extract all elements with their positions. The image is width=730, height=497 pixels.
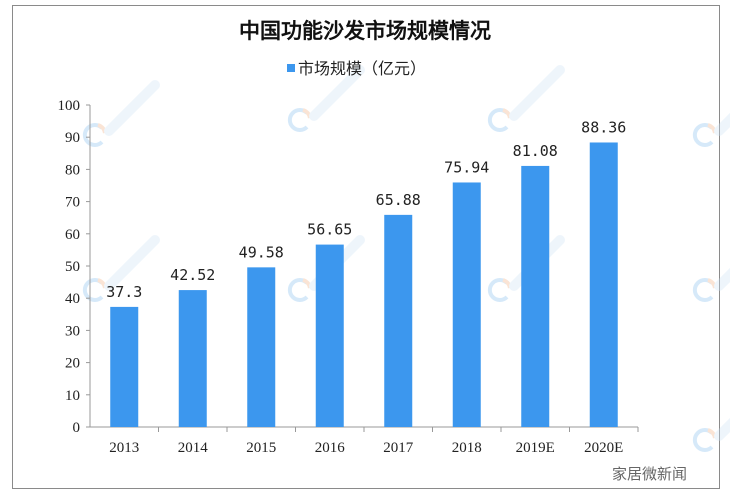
y-tick-label: 10 — [65, 388, 80, 404]
x-tick-label: 2016 — [315, 440, 346, 456]
data-label: 49.58 — [239, 243, 284, 261]
bar-2020E — [589, 142, 618, 427]
watermark-logo-icon — [82, 80, 160, 147]
x-tick-label: 2014 — [178, 440, 209, 456]
watermark-logo-icon — [287, 65, 365, 132]
bar-2013 — [110, 306, 139, 427]
y-tick-label: 70 — [65, 195, 80, 211]
watermark-logo-icon — [82, 235, 160, 302]
data-label: 75.94 — [444, 158, 489, 176]
x-tick-label: 2017 — [383, 440, 414, 456]
bar-2015 — [247, 267, 276, 427]
data-label: 56.65 — [307, 221, 352, 239]
x-tick-label: 2019E — [516, 440, 555, 456]
y-tick-label: 90 — [65, 130, 80, 146]
footer-source: 家居微新闻 — [612, 465, 687, 483]
legend-label: 市场规模（亿元） — [298, 59, 426, 78]
bar-2019E — [521, 165, 550, 427]
bar-2016 — [315, 244, 344, 427]
data-label: 37.3 — [106, 283, 142, 301]
y-tick-label: 80 — [65, 162, 80, 178]
y-tick-label: 20 — [65, 356, 80, 372]
bar-2017 — [384, 214, 413, 427]
bar-2018 — [452, 182, 481, 427]
watermark-logo-icon — [692, 112, 730, 147]
watermark-logo-icon — [487, 65, 565, 132]
y-tick-label: 60 — [65, 227, 80, 243]
data-label: 81.08 — [513, 142, 558, 160]
bar-2014 — [178, 290, 207, 427]
x-tick-label: 2013 — [109, 440, 139, 456]
data-label: 42.52 — [170, 266, 215, 284]
x-tick-label: 2015 — [246, 440, 276, 456]
y-tick-label: 0 — [73, 420, 81, 436]
data-label: 88.36 — [581, 118, 626, 136]
y-tick-label: 40 — [65, 291, 80, 307]
chart-title: 中国功能沙发市场规模情况 — [239, 19, 491, 43]
data-label: 65.88 — [376, 191, 421, 209]
y-tick-label: 30 — [65, 323, 80, 339]
watermark-layer — [82, 65, 730, 452]
legend-swatch — [287, 64, 295, 72]
x-tick-label: 2018 — [452, 440, 482, 456]
watermark-logo-icon — [692, 417, 730, 452]
x-tick-label: 2020E — [584, 440, 623, 456]
watermark-logo-icon — [692, 267, 730, 302]
y-tick-label: 100 — [58, 98, 81, 114]
y-tick-label: 50 — [65, 259, 80, 275]
